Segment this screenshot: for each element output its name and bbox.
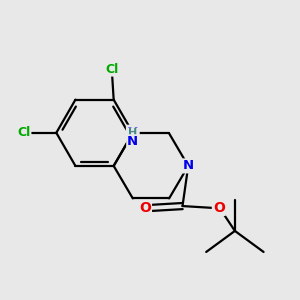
Text: O: O [139,201,151,215]
Text: Cl: Cl [105,63,119,76]
Text: H: H [128,128,137,138]
Text: N: N [127,135,138,148]
Text: N: N [127,126,139,140]
Text: Cl: Cl [17,126,30,139]
Text: O: O [213,201,225,215]
Text: N: N [183,159,194,172]
